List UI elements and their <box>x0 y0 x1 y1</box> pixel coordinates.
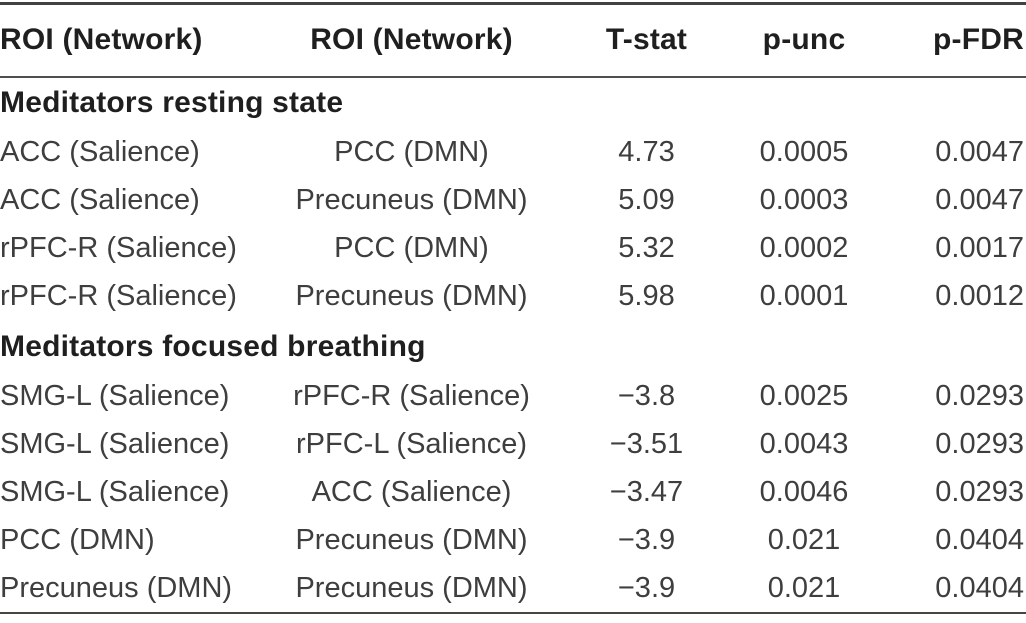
cell-roi-2: rPFC-L (Salience) <box>296 428 527 460</box>
column-header-pfdr: p-FDR <box>869 3 1026 78</box>
section-title: Meditators resting state <box>0 86 344 119</box>
table-row: rPFC-R (Salience) PCC (DMN) 5.32 0.0002 … <box>0 225 1026 273</box>
cell-pfdr: 0.0404 <box>935 571 1024 604</box>
cell-roi-1: ACC (Salience) <box>0 136 200 168</box>
cell-roi-1: SMG-L (Salience) <box>0 428 230 460</box>
cell-punc: 0.0002 <box>759 232 849 264</box>
cell-roi-1: SMG-L (Salience) <box>0 476 230 508</box>
cell-roi-1: rPFC-R (Salience) <box>0 232 237 264</box>
cell-roi-1: Precuneus (DMN) <box>0 571 233 604</box>
cell-tstat: −3.9 <box>617 524 676 556</box>
cell-pfdr: 0.0293 <box>935 428 1024 460</box>
section-header-focused-breathing: Meditators focused breathing <box>0 321 1026 373</box>
cell-pfdr: 0.0293 <box>935 476 1024 508</box>
section-header-resting-state: Meditators resting state <box>0 77 1026 129</box>
cell-tstat: 5.32 <box>618 232 675 264</box>
cell-tstat: −3.47 <box>609 476 684 508</box>
section-title: Meditators focused breathing <box>0 329 426 363</box>
table-row: PCC (DMN) Precuneus (DMN) −3.9 0.021 0.0… <box>0 517 1026 565</box>
cell-tstat: 5.98 <box>618 280 675 312</box>
cell-tstat: 5.09 <box>618 184 675 216</box>
cell-roi-1: rPFC-R (Salience) <box>0 280 237 312</box>
table-header-row: ROI (Network) ROI (Network) T-stat p-unc… <box>0 3 1026 78</box>
cell-roi-2: PCC (DMN) <box>334 136 489 168</box>
cell-punc: 0.0025 <box>759 380 849 412</box>
cell-roi-2: Precuneus (DMN) <box>295 524 528 556</box>
cell-pfdr: 0.0047 <box>935 184 1024 216</box>
table-row: rPFC-R (Salience) Precuneus (DMN) 5.98 0… <box>0 273 1026 321</box>
table-row: Precuneus (DMN) Precuneus (DMN) −3.9 0.0… <box>0 565 1026 613</box>
cell-tstat: −3.8 <box>617 380 676 412</box>
cell-punc: 0.0005 <box>759 136 849 168</box>
cell-punc: 0.021 <box>767 524 841 556</box>
cell-roi-1: PCC (DMN) <box>0 524 155 556</box>
cell-roi-2: Precuneus (DMN) <box>295 280 528 312</box>
cell-punc: 0.0003 <box>759 184 849 216</box>
cell-tstat: −3.51 <box>609 428 684 460</box>
cell-roi-2: Precuneus (DMN) <box>295 571 528 604</box>
table-row: SMG-L (Salience) rPFC-L (Salience) −3.51… <box>0 421 1026 469</box>
cell-pfdr: 0.0404 <box>935 524 1024 556</box>
cell-pfdr: 0.0012 <box>935 280 1024 312</box>
cell-tstat: −3.9 <box>617 571 676 604</box>
column-header-roi-2: ROI (Network) <box>269 3 554 78</box>
cell-pfdr: 0.0047 <box>935 136 1024 168</box>
cell-punc: 0.0001 <box>759 280 849 312</box>
cell-roi-2: Precuneus (DMN) <box>295 184 528 216</box>
cell-roi-2: PCC (DMN) <box>334 232 489 264</box>
cell-roi-2: ACC (Salience) <box>311 476 512 508</box>
table-row: SMG-L (Salience) ACC (Salience) −3.47 0.… <box>0 469 1026 517</box>
table-row: ACC (Salience) PCC (DMN) 4.73 0.0005 0.0… <box>0 129 1026 177</box>
cell-pfdr: 0.0017 <box>935 232 1024 264</box>
cell-roi-2: rPFC-R (Salience) <box>293 380 530 412</box>
cell-pfdr: 0.0293 <box>935 380 1024 412</box>
table-row: ACC (Salience) Precuneus (DMN) 5.09 0.00… <box>0 177 1026 225</box>
column-header-tstat: T-stat <box>554 3 739 78</box>
cell-punc: 0.0046 <box>759 476 849 508</box>
table-row: SMG-L (Salience) rPFC-R (Salience) −3.8 … <box>0 373 1026 421</box>
cell-punc: 0.0043 <box>759 428 849 460</box>
column-header-punc: p-unc <box>739 3 869 78</box>
cell-roi-1: SMG-L (Salience) <box>0 380 230 412</box>
column-header-roi-1: ROI (Network) <box>0 3 269 78</box>
cell-punc: 0.021 <box>767 571 841 604</box>
cell-roi-1: ACC (Salience) <box>0 184 200 216</box>
cell-tstat: 4.73 <box>618 136 675 168</box>
